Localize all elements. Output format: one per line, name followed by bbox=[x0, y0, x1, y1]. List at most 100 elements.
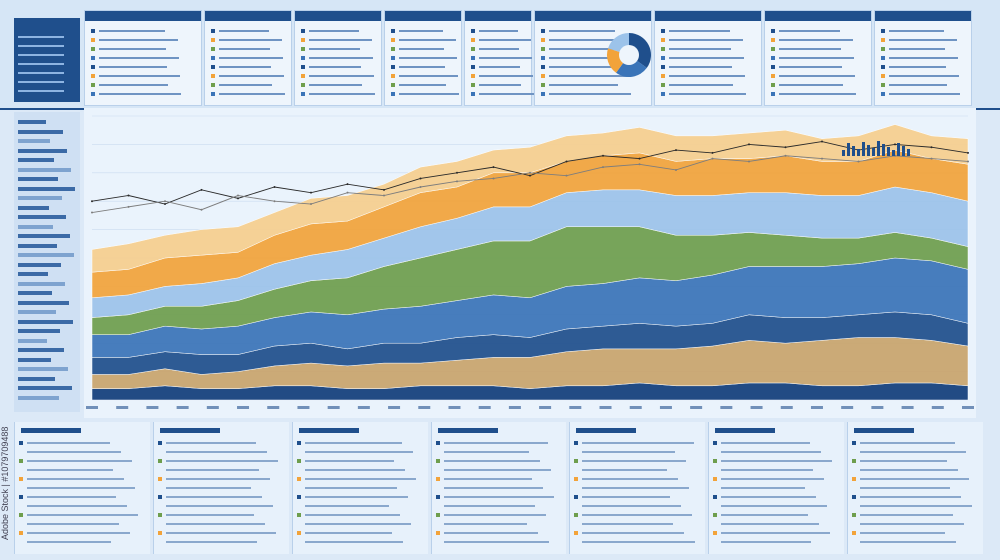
line-point bbox=[784, 146, 787, 149]
text-line bbox=[479, 75, 533, 77]
bullet-dot bbox=[296, 477, 301, 481]
bullet-dot bbox=[661, 74, 665, 78]
sidebar-legend-line bbox=[18, 215, 66, 219]
bullet-dot bbox=[211, 47, 215, 51]
bullet-dot bbox=[19, 513, 23, 517]
bullet-dot bbox=[391, 65, 395, 69]
sidebar-legend-line bbox=[18, 205, 49, 210]
text-line bbox=[721, 496, 816, 498]
line-point bbox=[346, 191, 349, 194]
line-point bbox=[602, 166, 604, 169]
line-point bbox=[967, 151, 969, 154]
text-line bbox=[309, 75, 374, 77]
text-line bbox=[165, 541, 258, 543]
line-point bbox=[91, 200, 93, 203]
line-point bbox=[529, 174, 531, 177]
text-line bbox=[889, 75, 959, 77]
text-line bbox=[669, 39, 743, 41]
x-tick bbox=[206, 406, 219, 409]
bullet-dot bbox=[435, 531, 440, 535]
bullet-dot bbox=[301, 65, 305, 69]
line-point bbox=[529, 171, 531, 174]
header-block-5 bbox=[464, 10, 534, 106]
bullet-dot bbox=[157, 441, 162, 445]
text-line bbox=[27, 541, 112, 543]
bullet-dot bbox=[471, 74, 475, 78]
text-line bbox=[165, 505, 274, 507]
bullet-dot bbox=[713, 477, 718, 481]
bullet-dot bbox=[574, 477, 579, 481]
bullet-dot bbox=[91, 74, 95, 78]
text-line bbox=[669, 66, 732, 68]
bullet-dot bbox=[157, 459, 162, 463]
header-block-bar bbox=[295, 11, 381, 21]
text-line bbox=[721, 541, 811, 543]
sidebar-legend-line bbox=[18, 376, 55, 381]
brand-lines bbox=[18, 36, 64, 99]
text-line bbox=[443, 478, 532, 480]
text-line bbox=[779, 48, 841, 50]
text-line bbox=[721, 478, 824, 480]
bullet-dot bbox=[471, 29, 475, 33]
bullet-dot bbox=[211, 56, 215, 60]
bullet-dot bbox=[881, 38, 885, 42]
bullet-dot bbox=[471, 47, 475, 51]
text-line bbox=[399, 93, 459, 95]
mini-bar bbox=[872, 148, 875, 156]
text-line bbox=[399, 66, 445, 68]
bullet-dot bbox=[391, 74, 395, 78]
bullet-dot bbox=[435, 513, 440, 517]
info-panel-6 bbox=[708, 422, 845, 554]
sidebar-legend-line bbox=[18, 177, 58, 181]
bullet-dot bbox=[157, 531, 162, 535]
text-line bbox=[309, 30, 359, 32]
text-line bbox=[309, 84, 362, 86]
text-line bbox=[27, 478, 125, 480]
text-line bbox=[582, 442, 694, 444]
bullet-dot bbox=[211, 92, 215, 96]
text-line bbox=[304, 442, 403, 444]
sidebar-legend-line bbox=[18, 281, 65, 286]
text-line bbox=[99, 66, 167, 68]
bullet-dot bbox=[852, 531, 857, 535]
text-line bbox=[721, 487, 805, 489]
bullet-dot bbox=[852, 441, 857, 445]
text-line bbox=[304, 487, 398, 489]
text-line bbox=[99, 75, 180, 77]
text-line bbox=[721, 451, 821, 453]
line-point bbox=[821, 157, 823, 160]
line-point bbox=[675, 168, 677, 171]
line-point bbox=[127, 205, 130, 208]
bullet-dot bbox=[713, 531, 718, 535]
text-line bbox=[27, 514, 139, 516]
line-point bbox=[565, 160, 568, 163]
x-tick bbox=[478, 406, 491, 409]
text-line bbox=[582, 532, 684, 534]
sidebar-legend-line bbox=[18, 395, 59, 400]
text-line bbox=[219, 84, 272, 86]
text-line bbox=[779, 39, 853, 41]
bullet-dot bbox=[881, 92, 885, 96]
text-line bbox=[304, 478, 417, 480]
bullet-dot bbox=[661, 38, 665, 42]
text-line bbox=[479, 48, 519, 50]
x-tick bbox=[599, 406, 612, 409]
bullet-dot bbox=[771, 83, 775, 87]
text-line bbox=[304, 451, 414, 453]
line-point bbox=[164, 200, 166, 203]
text-line bbox=[165, 451, 268, 453]
text-line bbox=[309, 57, 373, 59]
text-line bbox=[779, 66, 842, 68]
bullet-dot bbox=[661, 92, 665, 96]
bullet-dot bbox=[471, 65, 475, 69]
text-line bbox=[721, 460, 832, 462]
text-line bbox=[860, 505, 973, 507]
sidebar-legend-line bbox=[18, 348, 64, 352]
bullet-dot bbox=[296, 495, 301, 499]
panel-heading bbox=[159, 428, 220, 433]
text-line bbox=[889, 39, 957, 41]
bullet-dot bbox=[713, 441, 718, 445]
text-line bbox=[889, 48, 945, 50]
bullet-dot bbox=[19, 459, 23, 463]
text-line bbox=[443, 451, 529, 453]
